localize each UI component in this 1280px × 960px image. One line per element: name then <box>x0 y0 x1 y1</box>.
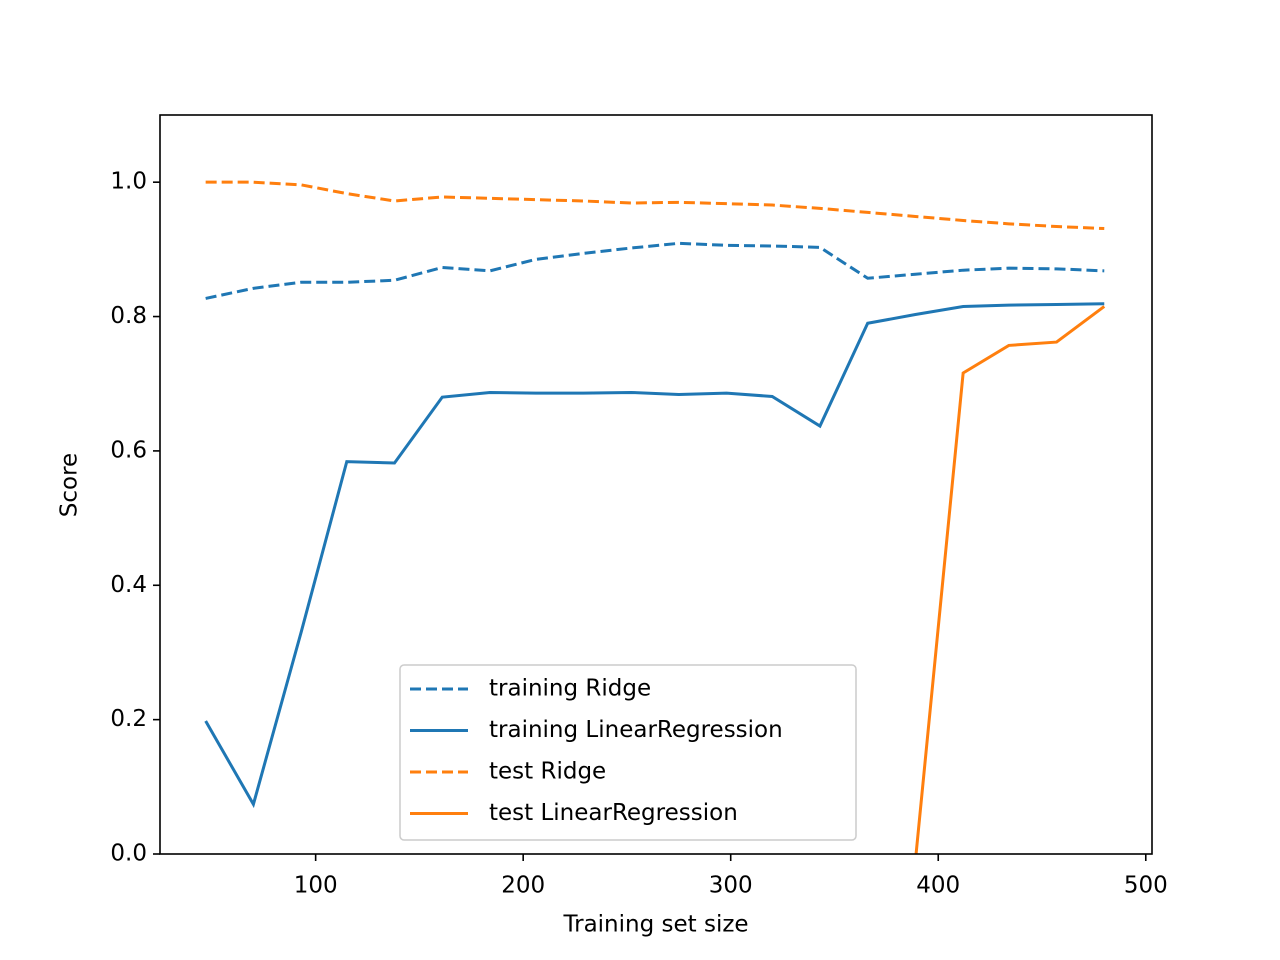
plot-area <box>204 180 1106 854</box>
x-tick-label: 100 <box>294 873 338 899</box>
y-tick-label: 1.0 <box>110 169 147 195</box>
x-tick-label: 200 <box>501 873 545 899</box>
x-tick-label: 300 <box>709 873 753 899</box>
x-tick-label: 400 <box>916 873 960 899</box>
y-tick-label: 0.4 <box>110 572 147 598</box>
legend-label: training Ridge <box>489 676 651 702</box>
y-axis-label: Score <box>57 453 83 517</box>
x-axis-label: Training set size <box>562 912 748 938</box>
x-tick-label: 500 <box>1124 873 1168 899</box>
series-line <box>205 241 1105 300</box>
y-tick-label: 0.6 <box>110 437 147 463</box>
legend-box <box>399 664 857 841</box>
legend-label: test LinearRegression <box>489 800 738 826</box>
plot-frame <box>159 114 1153 855</box>
y-tick-label: 0.2 <box>110 706 147 732</box>
series-line <box>205 180 1105 231</box>
series-line <box>204 302 1105 809</box>
series-line <box>914 305 1106 854</box>
y-tick-label: 0.8 <box>110 303 147 329</box>
y-tick-label: 0.0 <box>110 841 147 867</box>
legend-label: test Ridge <box>489 759 606 785</box>
legend-label: training LinearRegression <box>489 717 783 743</box>
